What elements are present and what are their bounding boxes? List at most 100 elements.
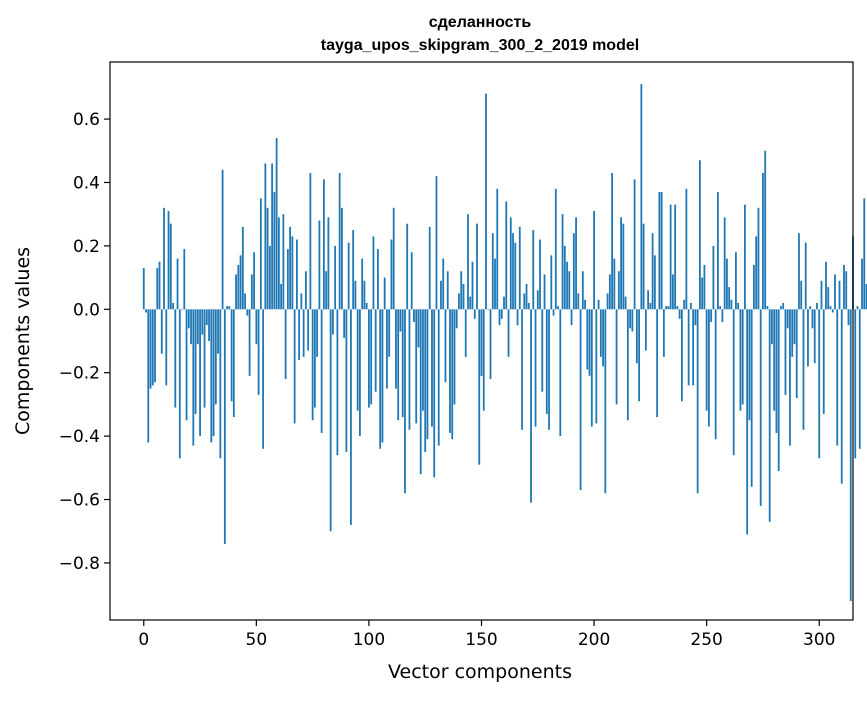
- bar: [178, 309, 181, 459]
- bar: [825, 261, 827, 310]
- x-tick-label: 150: [465, 630, 497, 650]
- bar: [665, 306, 668, 310]
- bar: [782, 302, 785, 310]
- bar: [764, 150, 767, 310]
- bar: [554, 188, 557, 310]
- bar: [744, 204, 746, 310]
- bar: [156, 268, 159, 310]
- bar: [419, 309, 422, 475]
- bar: [332, 309, 334, 335]
- bar: [313, 309, 316, 408]
- chart-title-line2: tayga_upos_skipgram_300_2_2019 model: [321, 37, 639, 54]
- bar: [295, 239, 298, 310]
- bar: [696, 309, 699, 494]
- bar: [624, 296, 627, 310]
- bar: [753, 264, 755, 310]
- bar: [737, 302, 740, 310]
- bar: [849, 309, 852, 601]
- bar: [487, 309, 490, 310]
- bar: [845, 271, 848, 310]
- bar: [642, 223, 645, 310]
- bar: [793, 309, 796, 345]
- bar: [611, 172, 613, 310]
- bar: [318, 220, 321, 310]
- bar: [424, 309, 427, 452]
- bar: [858, 309, 861, 449]
- bar: [705, 309, 708, 411]
- bar: [370, 309, 373, 405]
- bar: [379, 309, 382, 449]
- bar: [239, 255, 242, 310]
- bar: [446, 271, 449, 310]
- bar: [181, 309, 183, 310]
- bar: [381, 309, 384, 443]
- y-tick-label: −0.4: [59, 427, 100, 447]
- bar: [401, 309, 404, 418]
- x-tick-label: 100: [353, 630, 385, 650]
- bar: [235, 274, 237, 310]
- bar: [428, 226, 431, 310]
- bar: [789, 309, 791, 446]
- bar: [773, 309, 776, 411]
- bar: [413, 309, 415, 322]
- bar: [176, 258, 179, 310]
- bar: [766, 306, 769, 310]
- bar: [250, 274, 253, 310]
- bar: [167, 211, 170, 310]
- bar: [575, 217, 577, 310]
- bar: [372, 236, 375, 310]
- bar: [149, 309, 152, 389]
- bar: [163, 207, 165, 310]
- bar: [196, 309, 199, 345]
- bar: [726, 258, 728, 310]
- bar: [266, 207, 269, 310]
- bar: [834, 274, 836, 310]
- bar: [539, 239, 541, 310]
- bar: [572, 233, 575, 310]
- bar: [559, 309, 562, 437]
- bar: [581, 271, 584, 310]
- bar: [777, 309, 780, 471]
- bar: [480, 309, 483, 376]
- bar: [863, 198, 866, 310]
- bar: [757, 207, 760, 310]
- bar: [467, 214, 469, 310]
- bar: [604, 309, 607, 494]
- bar: [685, 188, 688, 310]
- bar: [804, 242, 807, 310]
- bar: [739, 309, 742, 411]
- bar: [647, 290, 650, 310]
- bar: [629, 309, 631, 329]
- bar: [289, 226, 292, 310]
- bar: [820, 280, 823, 310]
- bar: [755, 236, 758, 310]
- bar: [268, 245, 271, 310]
- bar: [588, 309, 591, 376]
- x-tick-label: 50: [246, 630, 268, 650]
- bar: [219, 309, 222, 459]
- bar: [311, 309, 314, 421]
- x-tick-label: 0: [138, 630, 149, 650]
- bar: [363, 280, 366, 310]
- bar: [464, 309, 467, 357]
- y-tick-label: 0.0: [73, 300, 100, 320]
- bar: [262, 309, 264, 449]
- plot-frame: [109, 61, 854, 621]
- y-tick-label: 0.4: [73, 173, 100, 193]
- bar: [771, 309, 773, 345]
- bar: [187, 309, 190, 329]
- bar-series: [142, 84, 867, 601]
- bar: [471, 261, 474, 310]
- bar: [476, 223, 478, 310]
- bar: [482, 309, 485, 411]
- bar: [678, 309, 681, 319]
- bar: [687, 309, 690, 386]
- bar: [644, 309, 647, 351]
- bar: [304, 271, 307, 310]
- bar: [399, 309, 402, 332]
- bar: [183, 249, 186, 310]
- bar: [226, 306, 228, 310]
- bar: [185, 309, 188, 421]
- bar: [431, 309, 433, 427]
- bar: [507, 309, 510, 357]
